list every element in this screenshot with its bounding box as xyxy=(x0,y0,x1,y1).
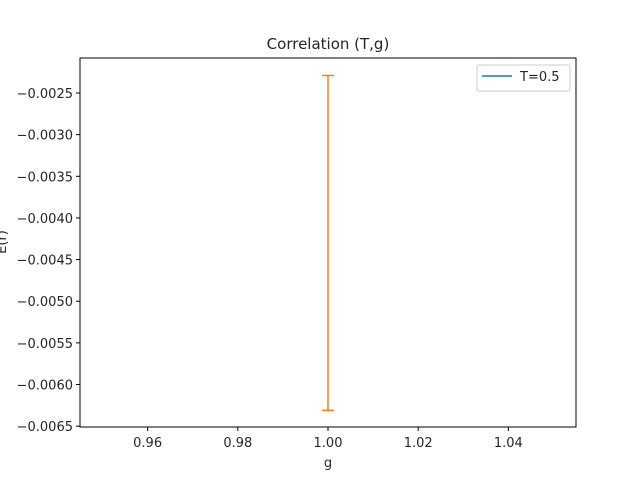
y-tick-label: −0.0065 xyxy=(17,420,73,435)
y-axis-label: E(r) xyxy=(0,230,10,254)
y-tick-label: −0.0030 xyxy=(17,129,73,144)
x-tick-label: 1.02 xyxy=(404,436,433,451)
x-tick-label: 1.00 xyxy=(314,436,343,451)
chart-title: Correlation (T,g) xyxy=(267,35,390,53)
y-tick-label: −0.0040 xyxy=(17,212,73,227)
legend-label-T-0-5: T=0.5 xyxy=(519,70,560,85)
y-tick-label: −0.0035 xyxy=(17,170,73,185)
x-axis-label: g xyxy=(324,456,332,471)
x-tick-label: 0.96 xyxy=(133,436,162,451)
y-axis-ticks: −0.0025 −0.0030 −0.0035 −0.0040 −0.0045 −0.00… xyxy=(17,87,80,435)
plot-frame xyxy=(79,57,577,428)
x-axis-ticks: 0.96 0.98 1.00 1.02 1.04 xyxy=(133,427,523,451)
y-tick-label: −0.0055 xyxy=(17,337,73,352)
y-tick-label: −0.0025 xyxy=(17,87,73,102)
x-tick-label: 0.98 xyxy=(223,436,252,451)
x-tick-label: 1.04 xyxy=(494,436,523,451)
y-tick-label: −0.0060 xyxy=(17,379,73,394)
legend: T=0.5 xyxy=(476,64,571,92)
legend-box xyxy=(476,64,571,92)
data-marks xyxy=(322,74,334,412)
y-tick-label: −0.0045 xyxy=(17,254,73,269)
y-tick-label: −0.0050 xyxy=(17,295,73,310)
